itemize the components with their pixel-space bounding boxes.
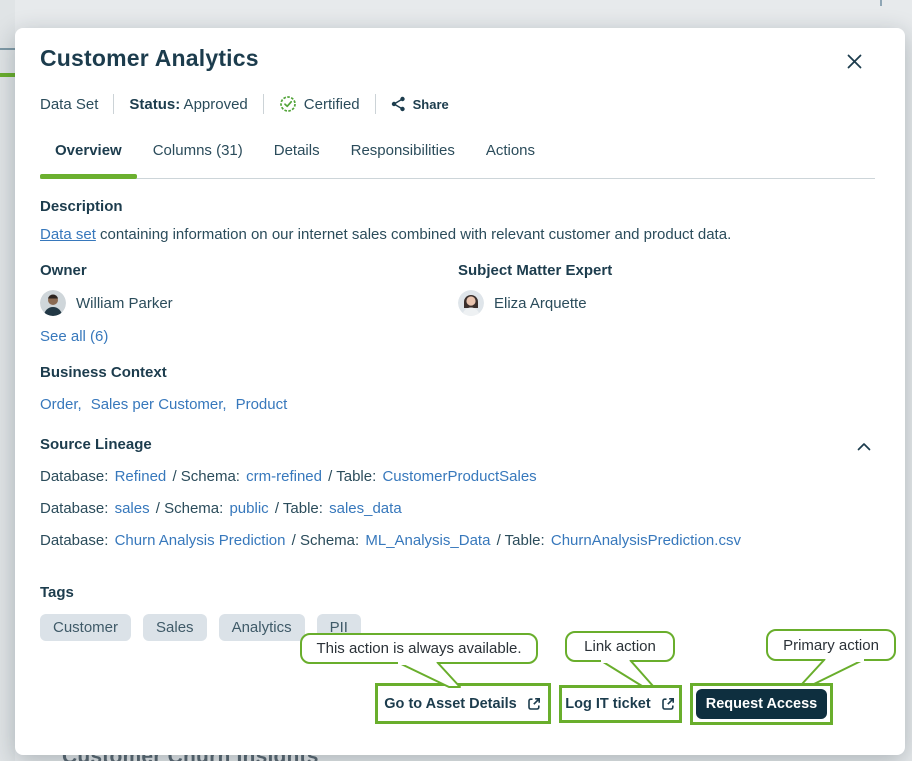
source-lineage-heading: Source Lineage [40,436,152,453]
background-tab-indicator-fragment [0,73,15,77]
status-label: Status: [129,95,181,113]
certified-badge: Certified [279,95,360,113]
sme-name: Eliza Arquette [494,294,587,312]
go-to-asset-details-button[interactable]: Go to Asset Details [378,686,548,721]
tab-bar: Overview Columns (31) Details Responsibi… [55,142,535,159]
background-line-fragment [880,0,882,6]
share-icon [391,96,406,112]
tab-columns[interactable]: Columns (31) [152,142,243,159]
business-context-link[interactable]: Sales per Customer, [90,396,227,413]
database-label: Database: [40,532,109,549]
tags-heading: Tags [40,584,74,601]
tab-divider-line [40,178,875,179]
external-link-icon [526,696,542,712]
request-access-button[interactable]: Request Access [696,689,827,719]
tab-overview[interactable]: Overview [55,142,122,159]
request-access-label: Request Access [705,696,818,712]
data-set-link[interactable]: Data set [40,226,96,243]
status-value: Approved [180,95,248,113]
lineage-row: Database: Churn Analysis Prediction / Sc… [40,532,743,549]
owner-row: William Parker [40,290,173,316]
table-link[interactable]: CustomerProductSales [382,468,537,485]
table-label: / Table: [496,532,545,549]
see-all-link[interactable]: See all (6) [40,328,109,345]
callout-pointer [790,659,870,686]
database-label: Database: [40,500,109,517]
description-heading: Description [40,198,123,215]
collapse-section-button[interactable] [853,436,875,458]
tag-chip[interactable]: Sales [143,614,207,641]
external-link-icon [660,696,676,712]
tag-chip[interactable]: Analytics [218,614,305,641]
go-to-asset-details-label: Go to Asset Details [384,695,517,712]
active-tab-indicator [40,174,137,179]
certified-label: Certified [303,95,360,113]
avatar [458,290,484,316]
tab-responsibilities[interactable]: Responsibilities [350,142,455,159]
table-link[interactable]: sales_data [329,500,402,517]
divider [262,94,264,114]
table-label: / Table: [274,500,323,517]
schema-link[interactable]: ML_Analysis_Data [365,532,491,549]
database-link[interactable]: sales [114,500,150,517]
chevron-up-icon [855,438,873,456]
share-button[interactable]: Share [391,96,449,112]
avatar [40,290,66,316]
asset-meta-row: Data Set Status: Approved Certified [40,92,449,116]
schema-label: / Schema: [155,500,224,517]
log-it-ticket-button[interactable]: Log IT ticket [562,688,679,720]
page-title: Customer Analytics [40,45,259,71]
callout-link-action: Link action [565,631,675,662]
lineage-row: Database: sales / Schema: public / Table… [40,500,404,517]
business-context-link[interactable]: Order, [40,396,82,413]
tab-details[interactable]: Details [273,142,320,159]
status-badge: Status: Approved [129,96,247,113]
background-page [0,0,15,761]
highlight-box-log-ticket: Log IT ticket [559,685,682,723]
background-divider-fragment [0,48,15,50]
certified-icon [279,95,297,113]
lineage-row: Database: Refined / Schema: crm-refined … [40,468,539,485]
sme-row: Eliza Arquette [458,290,587,316]
business-context-links: Order, Sales per Customer, Product [40,396,287,413]
callout-pointer [590,660,665,688]
sme-heading: Subject Matter Expert [458,262,613,279]
table-label: / Table: [328,468,377,485]
divider [113,94,115,114]
callout-always-available: This action is always available. [300,633,538,664]
highlight-box-asset-details: Go to Asset Details [375,683,551,724]
table-link[interactable]: ChurnAnalysisPrediction.csv [550,532,741,549]
business-context-link[interactable]: Product [235,396,288,413]
description-text: Data set containing information on our i… [40,226,731,243]
schema-link[interactable]: public [229,500,269,517]
database-link[interactable]: Refined [114,468,167,485]
close-button[interactable] [841,48,867,74]
share-label: Share [412,96,449,112]
callout-pointer [387,662,472,689]
business-context-heading: Business Context [40,364,167,381]
database-label: Database: [40,468,109,485]
schema-label: / Schema: [291,532,360,549]
database-link[interactable]: Churn Analysis Prediction [114,532,286,549]
highlight-box-request-access: Request Access [690,683,833,725]
callout-primary-action: Primary action [766,629,896,661]
tab-actions[interactable]: Actions [485,142,536,159]
asset-type-label: Data Set [40,95,99,113]
log-it-ticket-label: Log IT ticket [565,696,651,712]
owner-name: William Parker [76,294,173,312]
description-body: containing information on our internet s… [95,226,732,243]
owner-heading: Owner [40,262,87,279]
close-icon [846,53,863,70]
divider [374,94,376,114]
schema-label: / Schema: [172,468,240,485]
tag-chip[interactable]: Customer [40,614,132,641]
asset-detail-modal: Customer Analytics Data Set Status: Appr… [15,28,905,755]
schema-link[interactable]: crm-refined [246,468,322,485]
